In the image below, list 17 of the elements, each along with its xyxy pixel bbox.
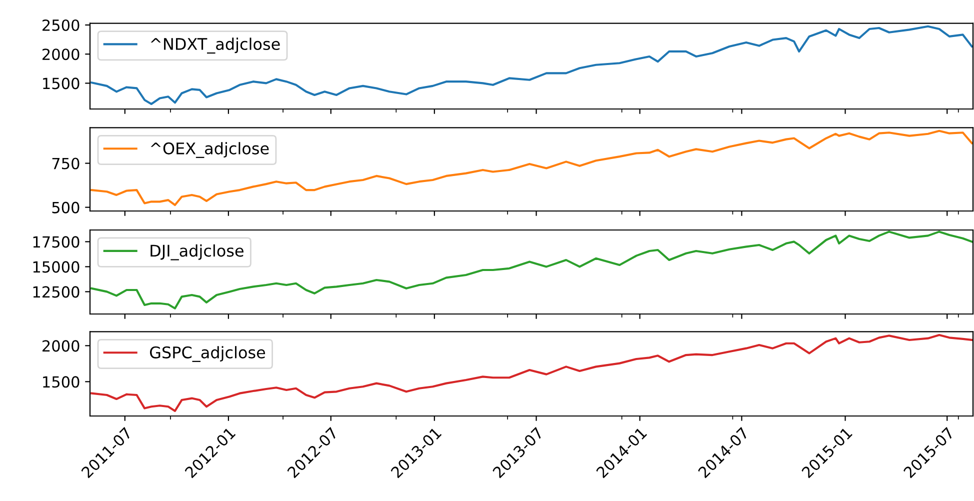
y-tick-label: 1500	[43, 78, 80, 90]
y-tick-label: 12500	[33, 286, 80, 298]
line-series	[90, 25, 973, 106]
y-tick-label: 500	[52, 202, 80, 214]
y-tick-label: 750	[52, 158, 80, 170]
y-tick-label: 17500	[33, 236, 80, 248]
line-series	[90, 334, 973, 412]
y-tick-label: 15000	[33, 261, 80, 273]
legend-label: ^NDXT_adjclose	[150, 38, 280, 54]
legend-label: GSPC_adjclose	[150, 346, 266, 362]
y-tick-label: 2000	[42, 340, 80, 352]
legend-label: DJI_adjclose	[150, 244, 244, 260]
legend-label: ^OEX_adjclose	[150, 142, 269, 158]
y-tick-label: 2500	[42, 19, 80, 32]
line-series	[90, 130, 973, 206]
y-tick-label: 1500	[43, 376, 80, 388]
y-tick-label: 2000	[42, 48, 80, 60]
